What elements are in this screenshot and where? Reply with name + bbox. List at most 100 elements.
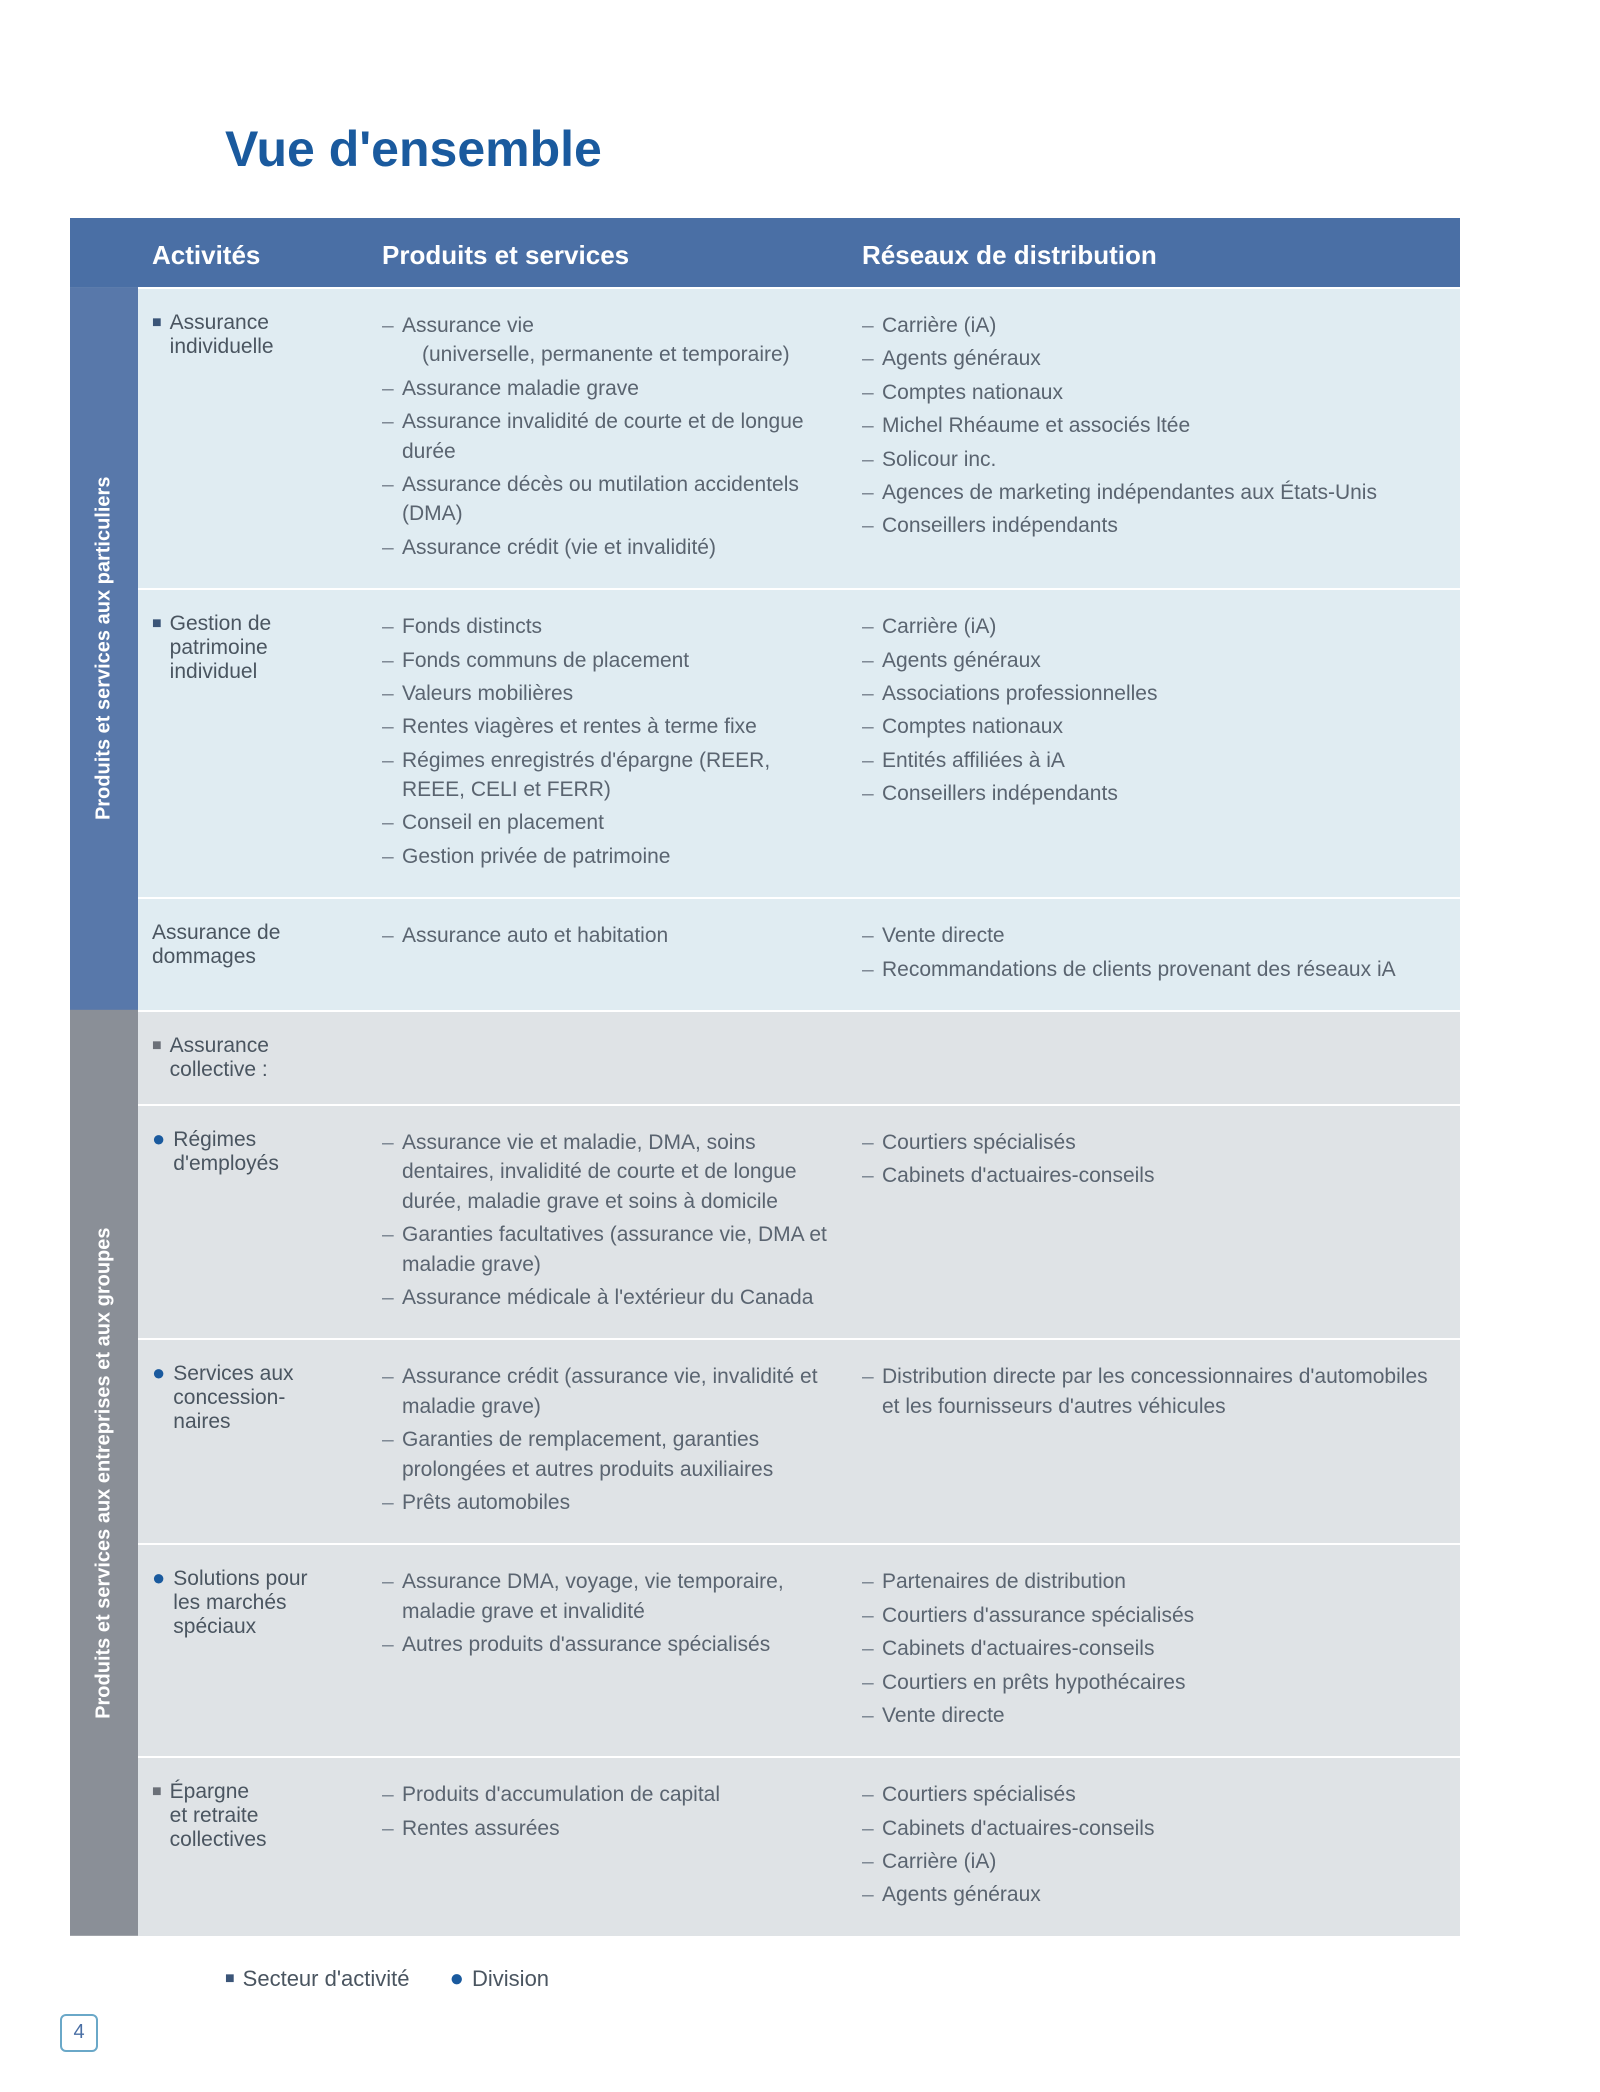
product-item: Assurance crédit (assurance vie, invalid…: [382, 1362, 834, 1421]
product-item: Assurance crédit (vie et invalidité): [382, 533, 834, 562]
bullet-icon: ●: [152, 1362, 165, 1384]
distribution-item: Conseillers indépendants: [862, 511, 1446, 540]
product-item: Gestion privée de patrimoine: [382, 842, 834, 871]
table-section: Produits et services aux entreprises et …: [70, 1010, 1460, 1936]
distribution-cell: Partenaires de distribution Courtiers d'a…: [848, 1545, 1460, 1756]
products-cell: Fonds distinctsFonds communs de placemen…: [368, 590, 848, 897]
legend-square-label: Secteur d'activité: [243, 1966, 410, 1992]
activity-title: ●Solutions pourles marchésspéciaux: [152, 1567, 354, 1639]
distribution-item: Courtiers d'assurance spécialisés: [862, 1601, 1446, 1630]
bullet-icon: ●: [152, 1128, 165, 1150]
distribution-list: Carrière (iA)Agents générauxComptes nati…: [862, 311, 1446, 541]
distribution-cell: Courtiers spécialisés Cabinets d'actuaire…: [848, 1758, 1460, 1936]
bullet-icon: ●: [450, 1970, 465, 1988]
product-item: Assurance auto et habitation: [382, 921, 834, 950]
distribution-item: Cabinets d'actuaires-conseils: [862, 1634, 1446, 1663]
distribution-cell: Courtiers spécialisés Cabinets d'actuaire…: [848, 1106, 1460, 1338]
distribution-item: Carrière (iA): [862, 612, 1446, 641]
distribution-item: Courtiers spécialisés: [862, 1128, 1446, 1157]
distribution-item: Agences de marketing indépendantes aux É…: [862, 478, 1446, 507]
products-list: Assurance auto et habitation: [382, 921, 834, 950]
distribution-cell: Distribution directe par les concessionn…: [848, 1340, 1460, 1543]
section-side-label: Produits et services aux particuliers: [70, 287, 138, 1010]
header-activity: Activités: [138, 224, 368, 287]
table-header-row: Activités Produits et services Réseaux d…: [70, 218, 1460, 287]
product-item: Assurance vie(universelle, permanente et…: [382, 311, 834, 370]
products-list: Assurance DMA, voyage, vie temporaire, m…: [382, 1567, 834, 1659]
products-cell: Assurance vie et maladie, DMA, soins den…: [368, 1106, 848, 1338]
activity-cell: ■Épargneet retraitecollectives: [138, 1758, 368, 1936]
overview-table: Activités Produits et services Réseaux d…: [70, 218, 1460, 1936]
distribution-item: Recommandations de clients provenant des…: [862, 955, 1446, 984]
product-item: Assurance invalidité de courte et de lon…: [382, 407, 834, 466]
products-list: Assurance crédit (assurance vie, invalid…: [382, 1362, 834, 1517]
product-item: Régimes enregistrés d'épargne (REER, REE…: [382, 746, 834, 805]
activity-title: ● Régimesd'employés: [152, 1128, 354, 1176]
distribution-item: Cabinets d'actuaires-conseils: [862, 1814, 1446, 1843]
activity-cell: ● Régimesd'employés: [138, 1106, 368, 1338]
distribution-item: Conseillers indépendants: [862, 779, 1446, 808]
distribution-item: Agents généraux: [862, 1880, 1446, 1909]
product-item: Assurance DMA, voyage, vie temporaire, m…: [382, 1567, 834, 1626]
distribution-item: Entités affiliées à iA: [862, 746, 1446, 775]
square-icon: ■: [152, 311, 162, 335]
activity-text: Régimesd'employés: [173, 1128, 354, 1176]
table-row: ● Régimesd'employés Assurance vie et malad…: [138, 1104, 1460, 1338]
table-row: ■Assurance collective :: [138, 1010, 1460, 1104]
legend-square: ■ Secteur d'activité: [225, 1966, 410, 1992]
activity-title: ● Services auxconcession-naires: [152, 1362, 354, 1434]
product-item: Rentes assurées: [382, 1814, 834, 1843]
product-item: Assurance médicale à l'extérieur du Cana…: [382, 1283, 834, 1312]
distribution-item: Partenaires de distribution: [862, 1567, 1446, 1596]
table-row: ■Épargneet retraitecollectives Produits d…: [138, 1756, 1460, 1936]
product-item: Conseil en placement: [382, 808, 834, 837]
table-row: ■ Gestion depatrimoineindividuelFonds dis…: [138, 588, 1460, 897]
header-products: Produits et services: [368, 224, 848, 287]
products-cell: Assurance auto et habitation: [368, 899, 848, 1010]
product-subline: (universelle, permanente et temporaire): [402, 340, 834, 369]
distribution-item: Michel Rhéaume et associés ltée: [862, 411, 1446, 440]
activity-title: ■Épargneet retraitecollectives: [152, 1780, 354, 1852]
distribution-cell: Carrière (iA)Agents générauxComptes nati…: [848, 289, 1460, 588]
product-item: Autres produits d'assurance spécialisés: [382, 1630, 834, 1659]
product-item: Garanties de remplacement, garanties pro…: [382, 1425, 834, 1484]
product-item: Assurance vie et maladie, DMA, soins den…: [382, 1128, 834, 1216]
product-item: Prêts automobiles: [382, 1488, 834, 1517]
distribution-cell: Vente directeRecommandations de clients …: [848, 899, 1460, 1010]
activity-title: ■ Gestion depatrimoineindividuel: [152, 612, 354, 684]
activity-text: Services auxconcession-naires: [173, 1362, 354, 1434]
products-cell: Assurance DMA, voyage, vie temporaire, m…: [368, 1545, 848, 1756]
table-section: Produits et services aux particuliers■As…: [70, 287, 1460, 1010]
rows-container: ■AssuranceindividuelleAssurance vie(univ…: [138, 287, 1460, 1010]
activity-cell: ■ Gestion depatrimoineindividuel: [138, 590, 368, 897]
product-item: Garanties facultatives (assurance vie, D…: [382, 1220, 834, 1279]
legend-bullet: ● Division: [450, 1966, 550, 1992]
distribution-item: Courtiers en prêts hypothécaires: [862, 1668, 1446, 1697]
distribution-item: Cabinets d'actuaires-conseils: [862, 1161, 1446, 1190]
activity-text: Assurance collective :: [170, 1034, 354, 1082]
table-row: Assurance dedommages Assurance auto et ha…: [138, 897, 1460, 1010]
activity-text: Gestion depatrimoineindividuel: [170, 612, 354, 684]
distribution-item: Comptes nationaux: [862, 712, 1446, 741]
distribution-item: Vente directe: [862, 1701, 1446, 1730]
distribution-list: Courtiers spécialisés Cabinets d'actuaire…: [862, 1780, 1446, 1910]
square-icon: ■: [152, 612, 162, 636]
table-row: ●Solutions pourles marchésspéciaux Assura…: [138, 1543, 1460, 1756]
table-row: ■AssuranceindividuelleAssurance vie(univ…: [138, 287, 1460, 588]
section-side-label: Produits et services aux entreprises et …: [70, 1010, 138, 1936]
products-cell: [368, 1012, 848, 1104]
distribution-item: Courtiers spécialisés: [862, 1780, 1446, 1809]
page-number-box: 4: [60, 2014, 98, 2052]
distribution-item: Carrière (iA): [862, 311, 1446, 340]
activity-cell: ● Services auxconcession-naires: [138, 1340, 368, 1543]
distribution-list: Distribution directe par les concessionn…: [862, 1362, 1446, 1421]
activity-cell: Assurance dedommages: [138, 899, 368, 1010]
distribution-list: Courtiers spécialisés Cabinets d'actuaire…: [862, 1128, 1446, 1191]
page: Vue d'ensemble Activités Produits et ser…: [0, 0, 1600, 2092]
legend: ■ Secteur d'activité ● Division: [225, 1966, 1460, 1992]
legend-bullet-label: Division: [472, 1966, 549, 1992]
products-cell: Produits d'accumulation de capitalRentes…: [368, 1758, 848, 1936]
products-list: Produits d'accumulation de capitalRentes…: [382, 1780, 834, 1843]
page-number: 4: [73, 2021, 84, 2044]
product-item: Assurance maladie grave: [382, 374, 834, 403]
